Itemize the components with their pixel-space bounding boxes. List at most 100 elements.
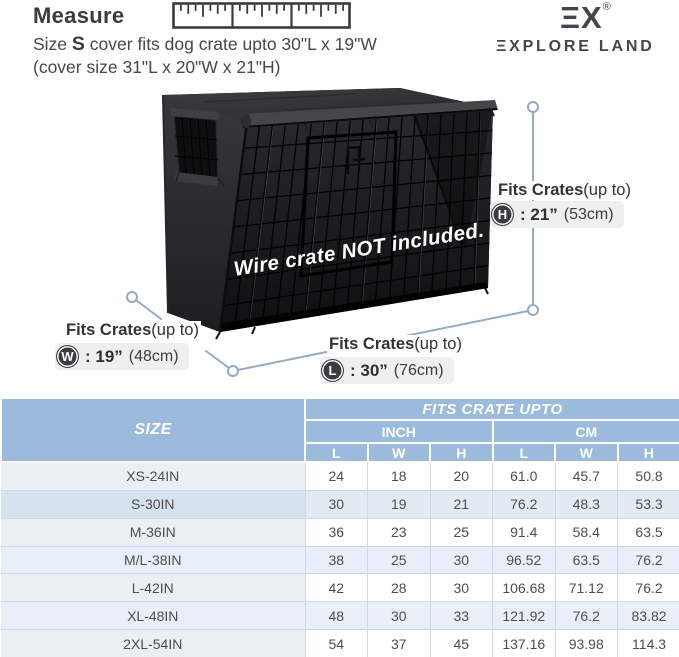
value-cell: 76.2 [617, 545, 679, 574]
ruler-icon [172, 2, 351, 29]
width-cm: (48cm) [128, 347, 179, 365]
table-row: M/L-38IN 38 25 30 96.52 63.5 76.2 [1, 545, 679, 574]
value-cell: 58.4 [554, 517, 618, 547]
size-cell: XS-24IN [1, 461, 305, 491]
value-cell: 137.16 [492, 629, 555, 657]
length-badge-icon: L [321, 359, 344, 382]
cover-size-description: (cover size 31"L x 20"W x 21"H) [33, 57, 281, 77]
size-description-suffix: cover fits dog crate upto 30"L x 19"W [84, 34, 377, 54]
value-cell: 93.98 [554, 629, 618, 657]
table-row: M-36IN 36 23 25 91.4 58.4 63.5 [1, 517, 679, 547]
crate-illustration [162, 88, 498, 340]
size-cell: S-30IN [1, 489, 305, 519]
size-letter: S [71, 33, 85, 55]
value-cell: 25 [367, 545, 430, 574]
fits-crates-label-height: Fits Crates(up to) [496, 181, 633, 200]
col-header-l-cm: L [491, 442, 556, 463]
up-to-text: (up to) [583, 181, 631, 199]
fits-crates-label-length: Fits Crates(up to) [327, 335, 464, 354]
value-cell: 18 [367, 461, 430, 491]
cover-top-panel [163, 88, 493, 122]
value-cell: 36 [304, 517, 368, 547]
size-cell: M/L-38IN [1, 545, 305, 574]
value-cell: 63.5 [554, 545, 618, 574]
value-cell: 76.2 [554, 601, 618, 630]
value-cell: 114.3 [617, 629, 679, 657]
up-to-text: (up to) [151, 321, 199, 339]
value-cell: 53.3 [617, 489, 679, 519]
value-cell: 30 [429, 545, 493, 574]
value-cell: 121.92 [492, 601, 555, 630]
value-cell: 42 [304, 573, 368, 602]
col-header-h-inch: H [429, 442, 494, 463]
crate-latch [346, 145, 366, 174]
fits-crates-text: Fits Crates [66, 321, 152, 339]
col-header-w-inch: W [366, 442, 431, 463]
col-header-l-inch: L [304, 442, 369, 463]
value-cell: 24 [304, 461, 368, 491]
fits-crates-text: Fits Crates [329, 335, 415, 353]
height-inches: : 21” [520, 204, 558, 224]
size-table: SIZE FITS CRATE UPTO INCH CM L W H L W H… [0, 397, 679, 657]
value-cell: 21 [429, 489, 493, 519]
length-cm: (76cm) [393, 361, 444, 379]
cover-window [173, 115, 219, 179]
col-header-h-cm: H [616, 442, 679, 463]
value-cell: 45 [429, 629, 493, 657]
table-row: L-42IN 42 28 30 106.68 71.12 76.2 [1, 573, 679, 602]
width-inches: : 19” [85, 346, 123, 366]
value-cell: 76.2 [492, 489, 555, 519]
width-badge-icon: W [56, 345, 79, 368]
height-value: H : 21” (53cm) [490, 201, 624, 228]
value-cell: 48 [304, 601, 368, 630]
size-column-header: SIZE [0, 397, 306, 463]
value-cell: 38 [304, 545, 368, 574]
size-cell: XL-48IN [1, 601, 305, 630]
crate-door [299, 130, 398, 278]
length-value: L : 30” (76cm) [320, 357, 454, 384]
value-cell: 25 [429, 517, 493, 547]
value-cell: 19 [367, 489, 430, 519]
table-row: XL-48IN 48 30 33 121.92 76.2 83.82 [1, 601, 679, 630]
width-value: W : 19” (48cm) [55, 343, 189, 370]
value-cell: 30 [429, 573, 493, 602]
value-cell: 83.82 [617, 601, 679, 630]
size-cell: L-42IN [1, 573, 305, 602]
size-description-prefix: Size [33, 34, 72, 54]
height-badge-icon: H [491, 203, 514, 226]
table-row: 2XL-54IN 54 37 45 137.16 93.98 114.3 [1, 629, 679, 657]
value-cell: 45.7 [554, 461, 618, 491]
value-cell: 28 [367, 573, 430, 602]
size-table-header: SIZE FITS CRATE UPTO INCH CM L W H L W H [0, 397, 679, 463]
brand-logo-letters: ΞX [560, 0, 603, 35]
value-cell: 54 [304, 629, 368, 657]
value-cell: 37 [367, 629, 430, 657]
inch-header: INCH [304, 419, 494, 444]
cm-header: CM [491, 419, 679, 444]
value-cell: 30 [367, 601, 430, 630]
value-cell: 30 [304, 489, 368, 519]
table-row: XS-24IN 24 18 20 61.0 45.7 50.8 [1, 461, 679, 491]
value-cell: 71.12 [554, 573, 618, 602]
size-table-body: XS-24IN 24 18 20 61.0 45.7 50.8 S-30IN 30 19 21 76.… [1, 461, 679, 657]
size-description: Size S cover fits dog crate upto 30"L x … [33, 33, 377, 56]
value-cell: 48.3 [554, 489, 618, 519]
brand-logo-mark: ΞX® [560, 0, 612, 36]
fits-crates-label-width: Fits Crates(up to) [64, 321, 201, 340]
value-cell: 61.0 [492, 461, 555, 491]
table-row: S-30IN 30 19 21 76.2 48.3 53.3 [1, 489, 679, 519]
value-cell: 96.52 [492, 545, 555, 574]
size-cell: M-36IN [1, 517, 305, 547]
up-to-text: (up to) [414, 335, 462, 353]
height-cm: (53cm) [563, 205, 614, 223]
value-cell: 106.68 [492, 573, 555, 602]
col-header-w-cm: W [554, 442, 619, 463]
value-cell: 33 [429, 601, 493, 630]
value-cell: 63.5 [617, 517, 679, 547]
fits-crate-upto-header: FITS CRATE UPTO [303, 397, 679, 421]
value-cell: 23 [367, 517, 430, 547]
size-cell: 2XL-54IN [1, 629, 305, 657]
value-cell: 20 [429, 461, 493, 491]
value-cell: 50.8 [617, 461, 679, 491]
